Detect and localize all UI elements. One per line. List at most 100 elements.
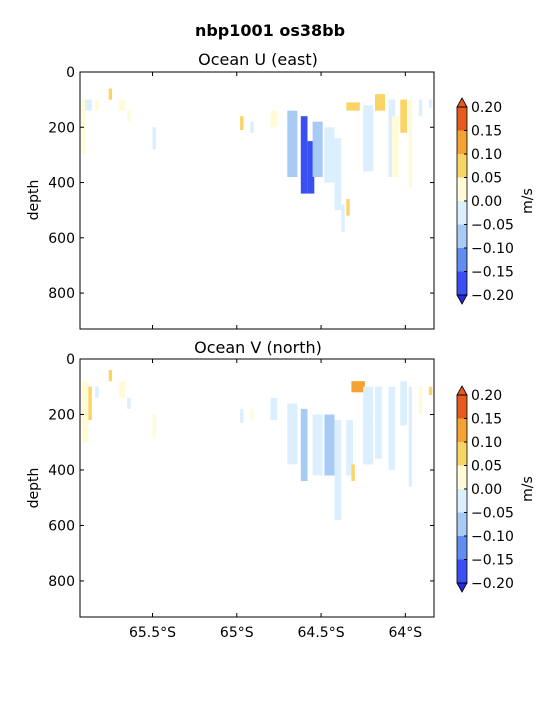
ocean-u-plot-frame: [79, 71, 435, 330]
ocean-v-plot-frame: [79, 358, 435, 618]
colorbar-tick-label: −0.20: [471, 576, 514, 592]
heatmap-cell: [375, 386, 382, 459]
y-tick-label: 200: [48, 120, 75, 136]
x-tick-label: 64°S: [388, 625, 422, 641]
colorbar-tick-label: 0.20: [471, 388, 502, 404]
colorbar-segment: [457, 130, 467, 154]
colorbar-segment: [457, 177, 467, 201]
heatmap-cell: [287, 403, 298, 465]
colorbar-segment: [457, 489, 467, 513]
colorbar-tick-label: 0.15: [471, 412, 502, 428]
ocean-u-y-axis: 0 200 400 600 800: [48, 65, 434, 302]
colorbar-tick-label: −0.05: [471, 506, 514, 522]
colorbar-segment: [457, 154, 467, 178]
heatmap-cell: [108, 370, 113, 382]
ocean-u-x-axis: [151, 72, 406, 329]
heatmap-cell: [346, 420, 353, 476]
ocean-v-colorbar: −0.20 −0.15 −0.10 −0.05 0.00 0.05 0.10 0.15 0.20: [456, 385, 514, 593]
x-tick-label: 65.5°S: [129, 625, 176, 641]
heatmap-cell: [334, 420, 342, 520]
colorbar-tick-label: 0.05: [471, 171, 502, 187]
heatmap-cell: [300, 408, 308, 481]
heatmap-cell: [363, 386, 374, 465]
heatmap-cell: [88, 386, 92, 420]
heatmap-cell: [341, 204, 345, 233]
colorbar-tick-label: 0.15: [471, 124, 502, 140]
colorbar-segment: [457, 559, 467, 583]
heatmap-cell: [95, 99, 99, 111]
y-tick-label: 800: [48, 574, 75, 590]
heatmap-cell: [95, 386, 99, 398]
heatmap-cell: [408, 99, 413, 188]
colorbar-tick-label: 0.05: [471, 459, 502, 475]
ocean-v-cells: [81, 370, 433, 520]
heatmap-cell: [81, 381, 89, 443]
x-tick-label: 64.5°S: [298, 625, 345, 641]
heatmap-cell: [428, 99, 433, 108]
ocean-u-colorbar-label: m/s: [520, 188, 536, 214]
ocean-u-cells: [81, 88, 433, 233]
heatmap-cell: [108, 88, 113, 100]
y-tick-label: 0: [66, 352, 75, 368]
colorbar-segment: [457, 442, 467, 466]
colorbar-segment: [457, 248, 467, 272]
heatmap-cell: [250, 408, 254, 420]
heatmap-cell: [391, 116, 399, 177]
heatmap-cell: [418, 99, 423, 117]
heatmap-cell: [388, 99, 396, 177]
colorbar-tick-label: −0.05: [471, 218, 514, 234]
heatmap-cell: [127, 397, 131, 409]
heatmap-cell: [346, 102, 360, 111]
heatmap-cell: [428, 386, 433, 395]
heatmap-cell: [375, 94, 386, 111]
y-tick-label: 200: [48, 407, 75, 423]
colorbar-tick-label: 0.10: [471, 435, 502, 451]
colorbar-tick-label: −0.20: [471, 288, 514, 304]
colorbar-segment: [457, 271, 467, 295]
ocean-u-ylabel: depth: [26, 180, 42, 221]
ocean-v-title: Ocean V (north): [194, 338, 322, 357]
colorbar-segment: [457, 224, 467, 248]
heatmap-cell: [388, 386, 396, 470]
y-tick-label: 400: [48, 463, 75, 479]
colorbar-tick-label: −0.10: [471, 241, 514, 257]
colorbar-extend-min: [456, 294, 468, 305]
heatmap-cell: [324, 414, 335, 476]
colorbar-tick-label: 0.00: [471, 194, 502, 210]
colorbar-tick-label: 0.00: [471, 482, 502, 498]
colorbar-segment: [457, 201, 467, 225]
heatmap-cell: [270, 110, 278, 128]
colorbar-extend-min: [456, 582, 468, 593]
colorbar-tick-label: −0.10: [471, 529, 514, 545]
heatmap-cell: [400, 381, 407, 426]
colorbar-segment: [457, 512, 467, 536]
colorbar-segment: [457, 395, 467, 419]
ocean-v-x-axis: 65.5°S 65°S 64.5°S 64°S: [129, 359, 422, 641]
heatmap-cell: [408, 386, 413, 487]
colorbar-extend-max: [456, 385, 468, 396]
heatmap-cell: [270, 397, 278, 420]
figure-title: nbp1001 os38bb: [195, 21, 345, 40]
colorbar-tick-label: 0.10: [471, 147, 502, 163]
heatmap-cell: [307, 141, 315, 194]
heatmap-cell: [240, 408, 244, 423]
heatmap-cell: [250, 121, 254, 133]
colorbar-segment: [457, 465, 467, 489]
y-tick-label: 0: [66, 65, 75, 81]
heatmap-cell: [300, 116, 308, 194]
heatmap-cell: [85, 99, 92, 111]
heatmap-cell: [351, 464, 355, 481]
y-tick-label: 400: [48, 176, 75, 192]
y-tick-label: 600: [48, 518, 75, 534]
ocean-u-panel: Ocean U (east) depth 0 200 400 600 800 −0.20…: [26, 50, 536, 330]
ocean-v-colorbar-label: m/s: [520, 476, 536, 502]
heatmap-cell: [240, 116, 244, 130]
y-tick-label: 800: [48, 286, 75, 302]
ocean-u-title: Ocean U (east): [198, 50, 318, 69]
ocean-u-colorbar: −0.20 −0.15 −0.10 −0.05 0.00 0.05 0.10 0.15 0.20: [456, 97, 514, 305]
heatmap-cell: [118, 99, 126, 111]
y-tick-label: 600: [48, 231, 75, 247]
colorbar-segment: [457, 107, 467, 131]
heatmap-cell: [127, 110, 131, 122]
